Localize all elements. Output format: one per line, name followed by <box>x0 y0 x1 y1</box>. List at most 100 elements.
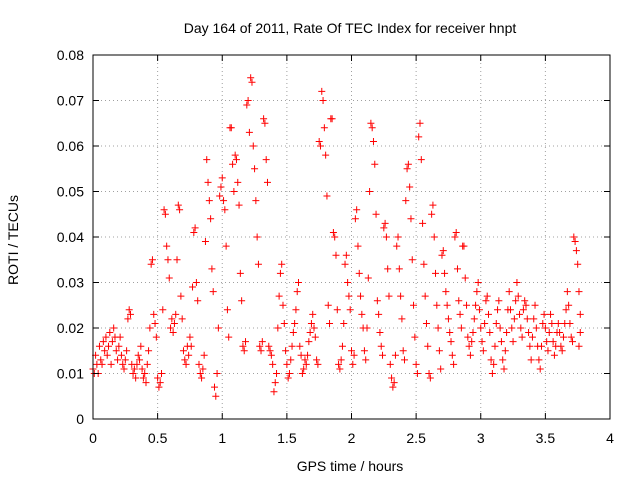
data-point <box>544 347 552 355</box>
data-point <box>491 342 499 350</box>
data-point <box>335 360 343 368</box>
data-point <box>232 156 240 164</box>
data-point <box>302 360 310 368</box>
data-point <box>481 319 489 327</box>
data-point <box>298 370 306 377</box>
data-point <box>572 247 580 255</box>
data-point <box>505 288 513 296</box>
data-point <box>469 329 477 337</box>
data-point <box>270 388 278 396</box>
data-point <box>346 306 354 314</box>
data-point <box>261 119 269 127</box>
data-point <box>160 206 168 214</box>
data-point <box>341 260 349 268</box>
data-point <box>429 201 437 209</box>
data-point <box>305 338 313 346</box>
data-point <box>152 333 160 341</box>
data-point <box>530 315 538 323</box>
data-point <box>513 279 521 286</box>
data-point <box>163 242 171 250</box>
data-point <box>189 283 197 291</box>
data-point <box>532 324 540 332</box>
data-point <box>177 292 185 300</box>
x-tick-label: 2 <box>348 430 356 446</box>
data-point <box>297 351 305 359</box>
data-point <box>465 342 473 350</box>
axis-ticks: 0 0.5 1 1.5 2 2.5 3 3.5 4 0 0.01 0.02 0.03 0.04 0.05 0.… <box>57 47 614 446</box>
data-point <box>363 324 371 332</box>
y-tick-label: 0 <box>76 411 84 427</box>
x-tick-label: 0.5 <box>148 430 168 446</box>
y-tick-label: 0.04 <box>57 229 84 245</box>
data-point <box>567 333 575 341</box>
data-point <box>380 224 388 232</box>
data-point <box>245 128 253 136</box>
data-point <box>123 347 131 355</box>
data-point <box>340 319 348 327</box>
data-point <box>432 269 440 277</box>
data-point <box>497 338 505 346</box>
data-point <box>167 324 175 332</box>
x-tick-label: 3 <box>477 430 485 446</box>
data-point <box>293 288 301 296</box>
grid-lines <box>93 55 610 419</box>
data-point <box>443 301 451 309</box>
data-point <box>234 178 242 186</box>
data-point <box>406 183 414 191</box>
data-point <box>172 310 180 318</box>
data-point <box>310 324 318 332</box>
data-point <box>328 115 336 123</box>
data-point <box>222 242 230 250</box>
data-point <box>191 224 199 232</box>
y-tick-label: 0.03 <box>57 275 84 291</box>
data-point <box>269 360 277 368</box>
data-point <box>486 329 494 337</box>
data-point <box>142 379 150 387</box>
data-point <box>216 192 224 200</box>
data-point <box>500 365 508 373</box>
data-point <box>204 178 212 186</box>
data-point <box>223 306 231 314</box>
data-point <box>541 324 549 332</box>
data-point <box>388 374 396 382</box>
data-point <box>574 260 582 268</box>
data-point <box>311 333 319 341</box>
data-point <box>260 115 268 123</box>
data-point <box>413 370 421 377</box>
data-point <box>208 265 216 273</box>
x-tick-label: 0 <box>89 430 97 446</box>
data-point <box>523 315 531 323</box>
data-point <box>146 324 154 332</box>
y-tick-label: 0.08 <box>57 47 84 63</box>
data-point <box>353 206 361 214</box>
data-point <box>391 351 399 359</box>
data-point <box>276 269 284 277</box>
chart-title: Day 164 of 2011, Rate Of TEC Index for r… <box>184 20 517 36</box>
data-point <box>479 347 487 355</box>
data-point <box>371 160 379 168</box>
data-point <box>408 256 416 264</box>
data-point <box>434 324 442 332</box>
data-point <box>503 329 511 337</box>
data-point <box>287 356 295 364</box>
data-point <box>187 342 195 350</box>
data-point <box>539 319 547 327</box>
data-point <box>141 370 149 377</box>
data-point <box>296 342 304 350</box>
data-point <box>368 124 376 132</box>
data-point <box>198 374 206 382</box>
data-point <box>289 329 297 337</box>
data-point <box>473 288 481 296</box>
data-point <box>238 297 246 305</box>
data-point <box>558 347 566 355</box>
data-point <box>318 87 326 95</box>
data-point <box>492 319 500 327</box>
data-point <box>537 342 545 350</box>
data-point <box>508 324 516 332</box>
data-point <box>173 256 181 264</box>
data-point <box>225 333 233 341</box>
data-point <box>385 292 393 300</box>
data-point <box>425 370 433 377</box>
data-point <box>466 351 474 359</box>
data-point <box>176 206 184 214</box>
